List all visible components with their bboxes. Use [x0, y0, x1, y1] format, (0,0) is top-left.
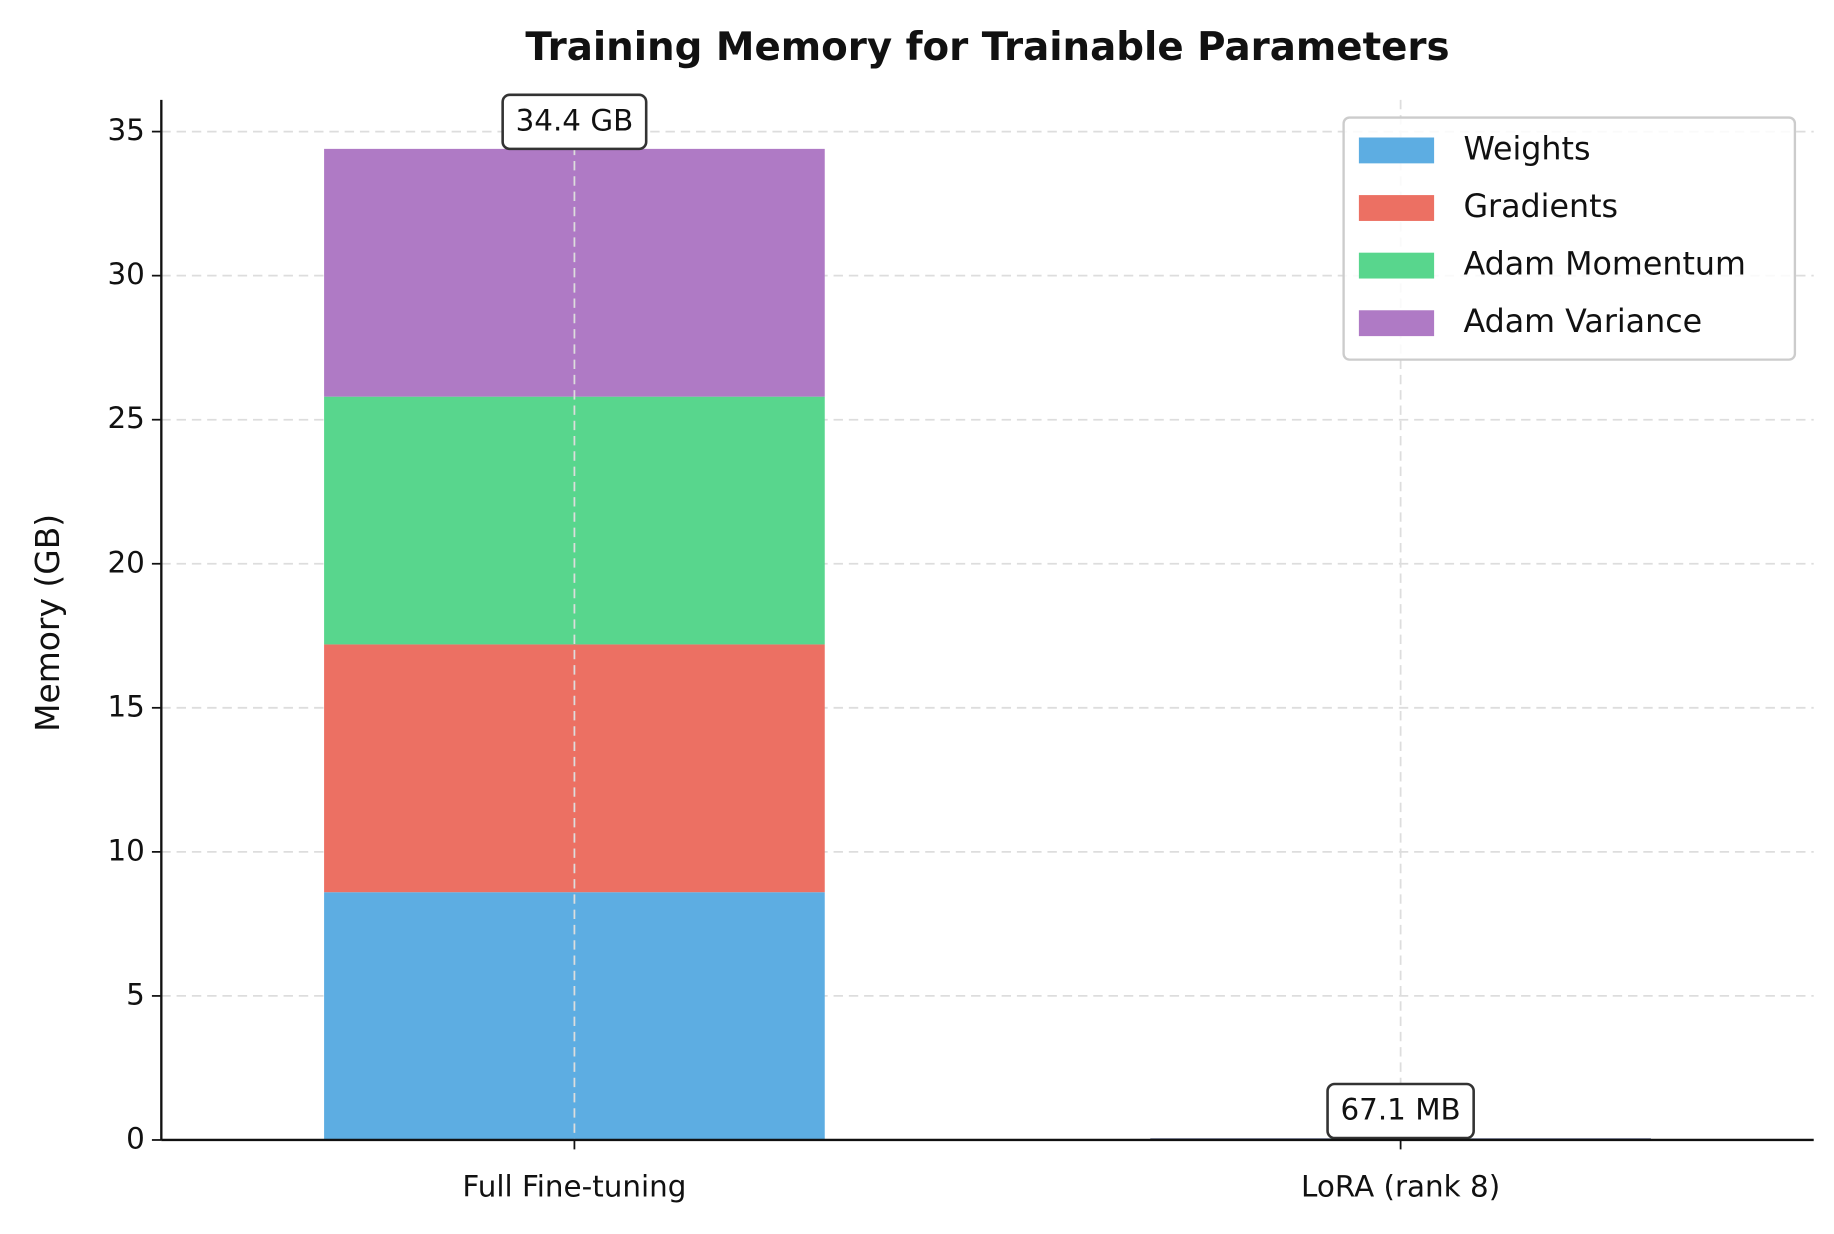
- chart-title: Training Memory for Trainable Parameters: [525, 25, 1449, 70]
- y-tick-label: 5: [126, 977, 145, 1011]
- legend-label: Adam Momentum: [1463, 247, 1745, 283]
- x-tick-label: LoRA (rank 8): [1301, 1170, 1500, 1204]
- y-tick-label: 25: [107, 401, 144, 435]
- y-tick-label: 35: [107, 113, 144, 147]
- legend-label: Adam Variance: [1463, 304, 1702, 340]
- y-tick-label: 0: [126, 1121, 145, 1155]
- y-tick-label: 10: [107, 833, 144, 867]
- legend-swatch: [1358, 310, 1435, 337]
- x-tick-label: Full Fine-tuning: [462, 1170, 686, 1204]
- total-label: 34.4 GB: [516, 103, 634, 137]
- legend-label: Gradients: [1463, 189, 1618, 225]
- legend-swatch: [1358, 252, 1435, 279]
- y-tick-label: 30: [107, 257, 144, 291]
- legend-box: [1342, 116, 1797, 361]
- total-annotation: 67.1 MB: [1326, 1082, 1475, 1140]
- y-axis-label: Memory (GB): [28, 514, 67, 732]
- y-tick-label: 20: [107, 545, 144, 579]
- legend-swatch: [1358, 137, 1435, 164]
- annotation-box: [1326, 1082, 1475, 1140]
- legend-label: Weights: [1463, 131, 1590, 167]
- total-label: 67.1 MB: [1340, 1093, 1460, 1127]
- annotation-box: [501, 93, 648, 151]
- legend-swatch: [1358, 195, 1435, 221]
- total-annotation: 34.4 GB: [501, 93, 648, 151]
- y-tick-label: 15: [107, 689, 144, 723]
